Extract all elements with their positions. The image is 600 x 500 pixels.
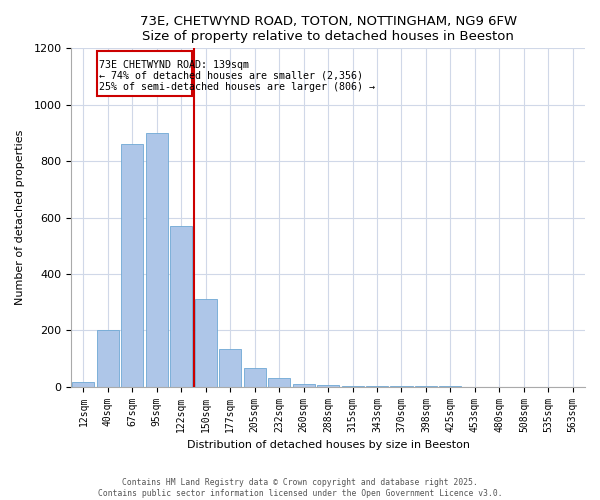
Bar [244, 368, 266, 386]
Bar [121, 144, 143, 386]
Y-axis label: Number of detached properties: Number of detached properties [15, 130, 25, 305]
Text: Contains HM Land Registry data © Crown copyright and database right 2025.
Contai: Contains HM Land Registry data © Crown c… [98, 478, 502, 498]
Text: 73E CHETWYND ROAD: 139sqm: 73E CHETWYND ROAD: 139sqm [99, 60, 249, 70]
Bar [195, 300, 217, 386]
Text: 25% of semi-detached houses are larger (806) →: 25% of semi-detached houses are larger (… [99, 82, 375, 92]
X-axis label: Distribution of detached houses by size in Beeston: Distribution of detached houses by size … [187, 440, 470, 450]
Bar [97, 330, 119, 386]
Bar [170, 226, 192, 386]
Bar [268, 378, 290, 386]
Title: 73E, CHETWYND ROAD, TOTON, NOTTINGHAM, NG9 6FW
Size of property relative to deta: 73E, CHETWYND ROAD, TOTON, NOTTINGHAM, N… [140, 15, 517, 43]
Bar [219, 348, 241, 387]
Bar [293, 384, 314, 386]
Bar [73, 382, 94, 386]
Bar [146, 133, 168, 386]
Text: ← 74% of detached houses are smaller (2,356): ← 74% of detached houses are smaller (2,… [99, 71, 363, 81]
FancyBboxPatch shape [97, 51, 192, 96]
